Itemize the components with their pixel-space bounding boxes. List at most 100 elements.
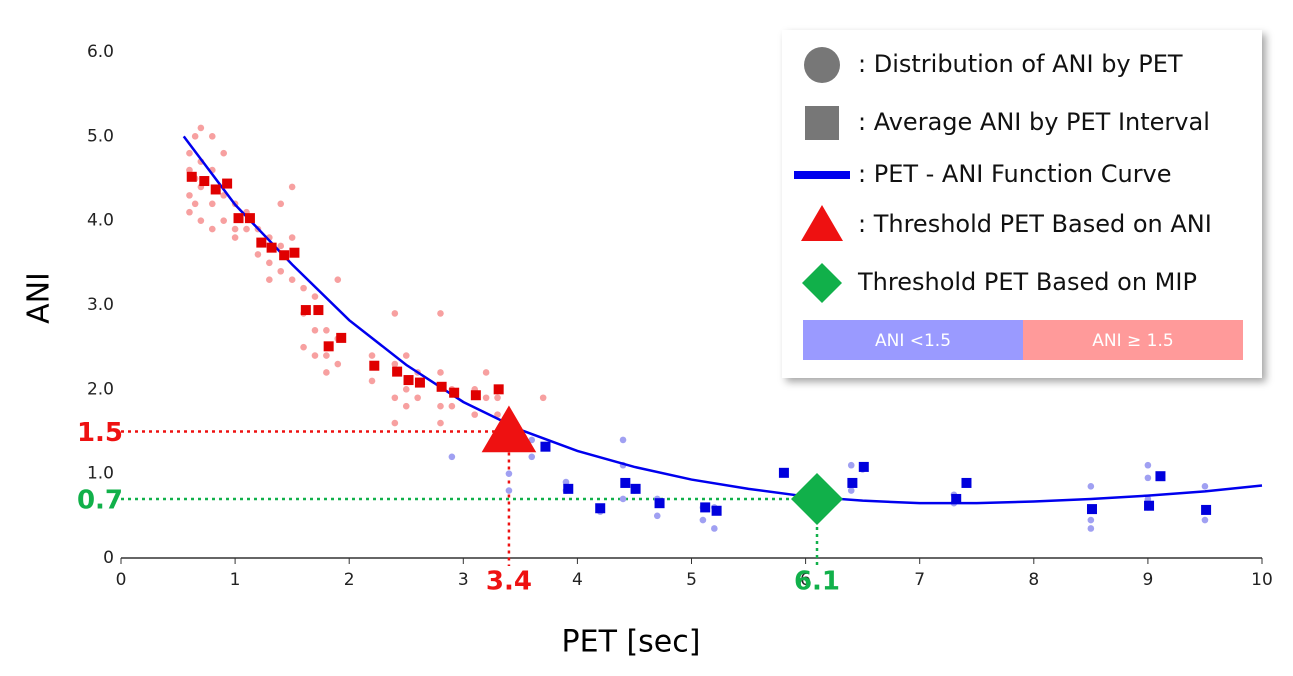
average-square xyxy=(403,375,414,386)
y-tick-label: 0 xyxy=(103,548,114,568)
legend-label: : PET - ANI Function Curve xyxy=(858,160,1172,188)
average-square xyxy=(210,184,221,195)
average-square xyxy=(1144,500,1155,511)
distribution-point xyxy=(1144,461,1152,469)
average-square xyxy=(436,381,447,392)
threshold-x-label: 6.1 xyxy=(794,567,840,597)
distribution-point xyxy=(197,124,205,132)
distribution-point xyxy=(414,394,421,402)
distribution-point xyxy=(288,183,296,191)
distribution-point xyxy=(288,234,296,241)
distribution-point xyxy=(539,394,547,402)
average-square xyxy=(233,213,244,224)
legend-marker xyxy=(802,263,842,303)
average-square xyxy=(595,503,606,514)
distribution-point xyxy=(334,360,342,368)
distribution-point xyxy=(277,200,285,208)
legend-label: : Average ANI by PET Interval xyxy=(858,108,1210,136)
y-tick-label: 1.0 xyxy=(87,464,114,484)
distribution-point xyxy=(323,327,330,334)
average-square xyxy=(961,477,972,488)
distribution-point xyxy=(243,225,250,233)
average-square xyxy=(222,178,233,189)
y-tick-label: 4.0 xyxy=(87,211,114,231)
distribution-point xyxy=(448,453,456,461)
x-tick-label: 5 xyxy=(686,570,697,590)
y-axis-label: ANI xyxy=(22,272,57,324)
distribution-point xyxy=(191,200,199,208)
distribution-point xyxy=(368,377,376,385)
average-square xyxy=(313,305,324,316)
average-square xyxy=(279,250,290,261)
distribution-point xyxy=(254,251,262,258)
average-square xyxy=(392,366,403,377)
distribution-point xyxy=(300,284,307,292)
distribution-point xyxy=(528,453,536,461)
average-square xyxy=(654,498,665,509)
distribution-point xyxy=(847,487,855,494)
distribution-point xyxy=(619,495,627,503)
distribution-point xyxy=(220,217,227,224)
distribution-point xyxy=(711,525,718,532)
distribution-point xyxy=(482,394,490,402)
x-tick-label: 0 xyxy=(116,570,127,590)
distribution-point xyxy=(391,310,399,317)
x-tick-label: 7 xyxy=(914,570,925,590)
distribution-point xyxy=(1201,516,1209,524)
distribution-point xyxy=(437,369,444,376)
legend-label: Threshold PET Based on MIP xyxy=(857,268,1197,296)
average-square xyxy=(199,176,210,187)
threshold-y-label: 1.5 xyxy=(77,418,123,448)
distribution-point xyxy=(1201,483,1209,490)
distribution-point xyxy=(277,242,285,250)
legend-marker xyxy=(794,171,850,179)
distribution-point xyxy=(494,411,501,418)
average-square xyxy=(1086,504,1097,515)
average-square xyxy=(449,387,460,398)
distribution-point xyxy=(1144,495,1152,503)
distribution-point xyxy=(186,192,193,199)
distribution-point xyxy=(505,470,513,477)
x-tick-label: 8 xyxy=(1028,570,1039,590)
distribution-point xyxy=(562,478,570,486)
y-tick-label: 2.0 xyxy=(87,379,114,399)
color-key-swatch xyxy=(1023,320,1243,360)
x-axis-label: PET [sec] xyxy=(562,625,701,660)
distribution-point xyxy=(391,419,399,427)
distribution-point xyxy=(311,293,319,300)
distribution-point xyxy=(311,352,319,359)
distribution-point xyxy=(1087,516,1095,524)
distribution-point xyxy=(448,402,456,410)
distribution-point xyxy=(653,512,661,520)
average-square xyxy=(493,384,504,395)
threshold-marker xyxy=(791,472,844,525)
color-key-swatch xyxy=(803,320,1023,360)
distribution-point xyxy=(391,394,399,402)
distribution-point xyxy=(208,133,216,140)
distribution-point xyxy=(208,200,216,208)
distribution-point xyxy=(197,217,205,224)
average-square xyxy=(1201,504,1212,515)
distribution-point xyxy=(300,343,307,351)
x-tick-label: 3 xyxy=(458,570,469,590)
distribution-point xyxy=(266,259,273,267)
threshold-y-label: 0.7 xyxy=(77,485,123,515)
x-tick-label: 2 xyxy=(344,570,355,590)
y-tick-label: 6.0 xyxy=(87,42,114,62)
distribution-point xyxy=(402,402,410,410)
legend-label: : Distribution of ANI by PET xyxy=(858,50,1183,78)
average-square xyxy=(630,483,641,494)
average-square xyxy=(847,477,858,488)
distribution-point xyxy=(323,369,330,376)
distribution-point xyxy=(437,310,444,317)
average-square xyxy=(266,242,277,253)
distribution-point xyxy=(266,276,273,284)
average-square xyxy=(620,477,631,488)
average-square xyxy=(778,467,789,478)
distribution-point xyxy=(437,419,444,427)
x-tick-label: 1 xyxy=(230,570,241,590)
distribution-point xyxy=(220,149,227,157)
average-square xyxy=(858,461,869,472)
x-tick-label: 9 xyxy=(1142,570,1153,590)
